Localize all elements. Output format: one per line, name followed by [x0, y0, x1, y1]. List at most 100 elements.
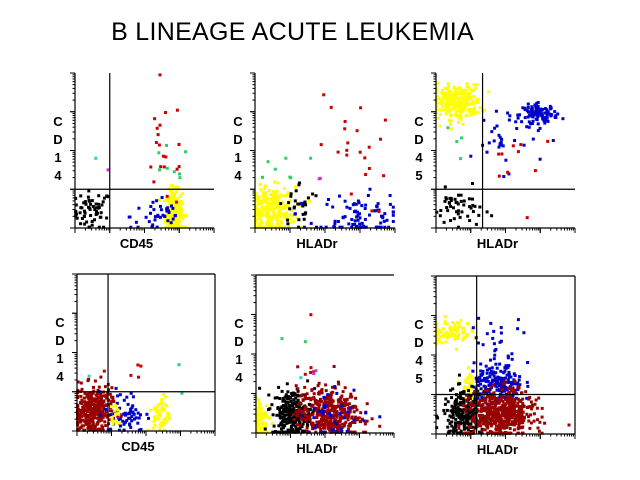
data-point	[277, 196, 280, 200]
data-point	[279, 202, 283, 206]
data-point	[102, 225, 106, 229]
data-point	[494, 431, 497, 435]
data-point	[535, 113, 539, 117]
data-point	[341, 407, 344, 411]
data-point	[89, 202, 93, 206]
data-point	[173, 214, 177, 217]
data-point	[352, 410, 356, 414]
data-point	[350, 420, 354, 424]
data-point	[278, 408, 281, 411]
data-point	[257, 430, 261, 434]
data-point	[345, 205, 349, 209]
data-point	[506, 356, 510, 360]
data-point	[283, 204, 287, 208]
data-point	[561, 117, 565, 121]
data-point	[309, 371, 313, 374]
data-point	[331, 399, 335, 403]
data-point	[500, 388, 504, 391]
data-point	[464, 335, 468, 339]
data-point	[289, 411, 293, 415]
data-point	[309, 422, 313, 426]
data-point	[442, 409, 446, 412]
data-point	[175, 189, 179, 193]
data-point	[87, 205, 90, 209]
data-point	[171, 206, 175, 210]
data-point	[296, 202, 300, 206]
data-point	[494, 421, 498, 425]
data-point	[96, 421, 100, 424]
data-point	[533, 112, 537, 116]
data-point	[492, 396, 496, 400]
data-point	[333, 420, 336, 424]
data-point	[76, 410, 80, 414]
data-point	[83, 420, 87, 424]
data-point	[312, 370, 316, 374]
data-point	[81, 409, 85, 413]
data-point	[527, 419, 531, 423]
data-point	[322, 93, 326, 97]
data-point	[96, 427, 100, 431]
data-point	[508, 413, 512, 417]
data-point	[130, 415, 134, 418]
data-point	[492, 374, 496, 378]
data-point	[455, 413, 459, 417]
data-point	[451, 407, 455, 411]
data-point	[297, 427, 301, 431]
data-point	[488, 422, 492, 426]
data-point	[306, 397, 310, 400]
data-point	[551, 139, 555, 142]
data-point	[153, 117, 157, 121]
data-point	[306, 196, 310, 200]
data-point	[145, 412, 149, 416]
data-point	[541, 117, 545, 121]
data-point	[440, 91, 444, 95]
data-point	[505, 431, 509, 435]
data-point	[516, 150, 520, 154]
data-point	[494, 377, 498, 381]
data-point	[476, 110, 480, 114]
data-point	[481, 369, 485, 373]
data-point	[275, 222, 279, 226]
data-point	[517, 431, 521, 435]
data-point	[345, 153, 349, 157]
data-point	[449, 119, 453, 123]
data-point	[289, 192, 293, 196]
data-point	[280, 389, 284, 393]
data-point	[489, 412, 493, 416]
data-point	[155, 126, 159, 130]
data-point	[78, 417, 82, 421]
data-point	[302, 405, 306, 409]
data-point	[300, 414, 304, 418]
data-point	[134, 408, 138, 412]
data-point	[83, 401, 87, 405]
data-point	[455, 140, 459, 144]
data-point	[449, 328, 452, 332]
data-point	[370, 417, 374, 421]
data-point	[442, 220, 446, 224]
data-point	[496, 377, 499, 381]
data-point	[178, 176, 182, 180]
data-point	[98, 406, 102, 410]
data-point	[540, 431, 544, 435]
data-point	[263, 184, 267, 188]
data-point	[139, 428, 143, 431]
data-point	[102, 196, 106, 200]
data-point	[459, 403, 463, 407]
data-point	[516, 381, 520, 385]
data-point	[345, 415, 349, 419]
data-point	[391, 213, 395, 217]
data-point	[303, 372, 307, 376]
data-point	[507, 418, 511, 422]
data-point	[94, 206, 98, 210]
data-point	[102, 407, 106, 411]
data-point	[122, 428, 126, 432]
data-point	[280, 430, 284, 434]
data-point	[163, 199, 166, 203]
data-point	[446, 87, 450, 90]
data-point	[453, 328, 457, 332]
data-point	[470, 101, 474, 105]
x-axis-label: HLADr	[296, 236, 337, 251]
data-point	[491, 372, 494, 376]
scatter-plot-5: HLADr	[251, 274, 395, 456]
data-point	[277, 213, 281, 217]
